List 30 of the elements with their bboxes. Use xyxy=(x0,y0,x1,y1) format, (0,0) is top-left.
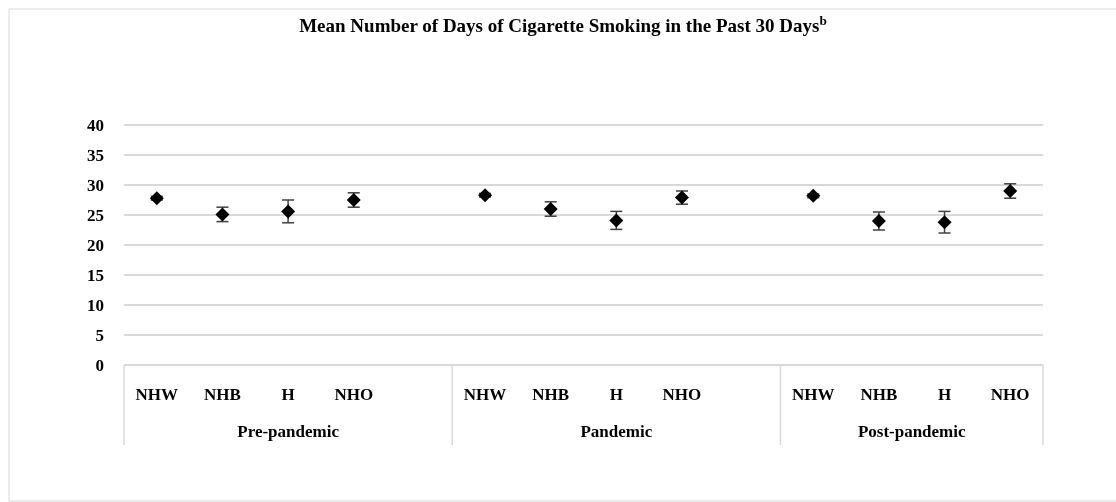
text: Pre-pandemic xyxy=(237,422,340,441)
x-tick-label: H xyxy=(609,385,623,404)
y-tick-label: 35 xyxy=(87,145,104,165)
point xyxy=(478,188,493,203)
y-tick-label: 10 xyxy=(87,295,104,315)
y-tick-label: 30 xyxy=(87,175,104,195)
y-tick-label: 15 xyxy=(87,265,104,285)
x-tick-label: H xyxy=(937,385,952,404)
x-tick-label: H xyxy=(281,385,295,404)
x-tick-label: NHO xyxy=(662,385,702,404)
x-tick-label: NHO xyxy=(334,385,374,404)
x-tick-label: NHW xyxy=(463,385,507,404)
y-tick-label: 25 xyxy=(87,205,104,225)
text: Pandemic xyxy=(580,422,653,441)
point xyxy=(806,188,821,203)
x-tick-label: NHW xyxy=(135,385,179,404)
y-tick-label: 20 xyxy=(87,235,104,255)
y-tick-label: 40 xyxy=(87,115,104,135)
point xyxy=(149,191,164,206)
point xyxy=(281,204,296,219)
x-tick-label: NHB xyxy=(532,385,570,404)
x-tick-label: NHO xyxy=(990,385,1030,404)
x-tick-label: NHW xyxy=(792,385,835,404)
point xyxy=(937,215,952,230)
y-tick-label: 5 xyxy=(95,325,104,345)
text: Post-pandemic xyxy=(857,422,966,441)
chart-title: Mean Number of Days of Cigarette Smoking in the Past 30 Days$^{b}$ xyxy=(299,12,827,36)
x-tick-label: NHB xyxy=(204,385,241,404)
y-tick-label: 0 xyxy=(95,355,104,375)
x-tick-label: NHB xyxy=(860,385,898,404)
